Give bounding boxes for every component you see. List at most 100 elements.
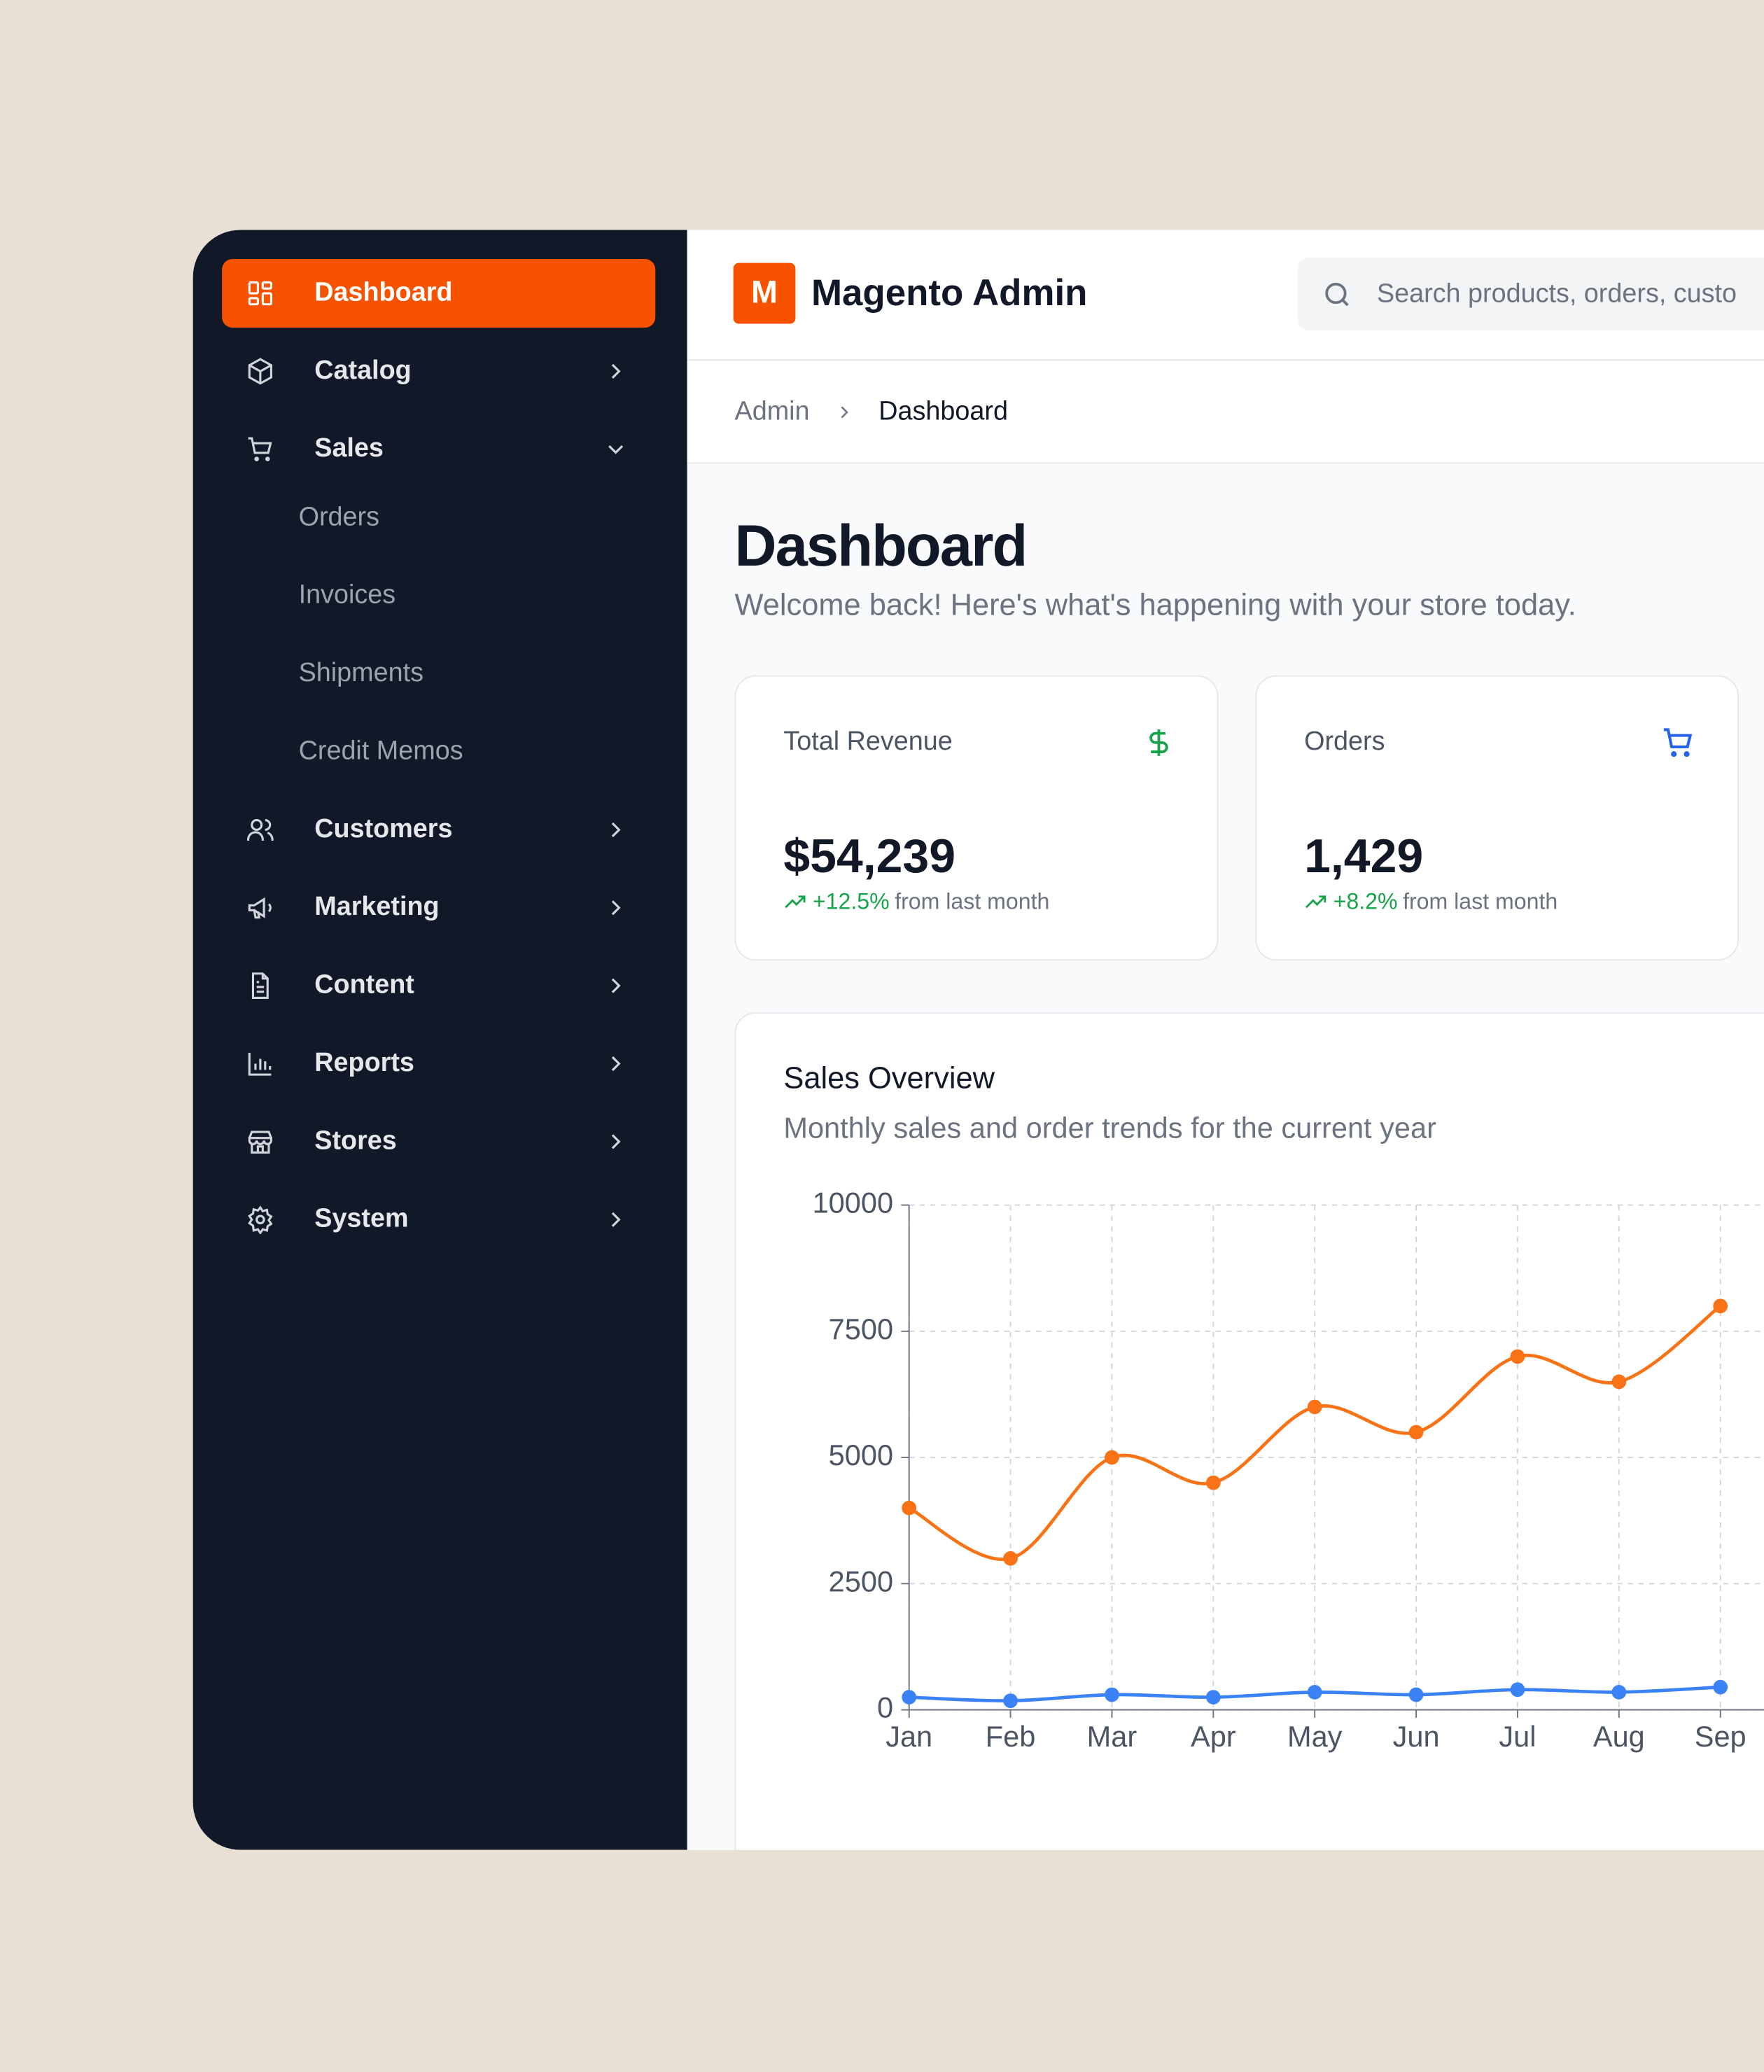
- data-point: [1307, 1684, 1322, 1700]
- change-note: from last month: [895, 889, 1050, 915]
- nav-label: Stores: [314, 1126, 397, 1156]
- data-point: [1408, 1424, 1424, 1440]
- nav-chevron: [611, 978, 621, 993]
- nav-icon: [248, 897, 272, 919]
- line-chart: 0 2500 5000 7500 10000 Jan Feb Mar Apr May Jun Jul A…: [813, 1186, 1764, 1753]
- nav-label: Customers: [314, 814, 453, 844]
- data-point: [1510, 1682, 1525, 1698]
- x-tick-label: Jan: [886, 1720, 932, 1753]
- card-change: +8.2% from last month: [1304, 889, 1558, 916]
- y-tick-label: 10000: [813, 1186, 893, 1219]
- nav-icon: [248, 1052, 272, 1076]
- data-point: [1510, 1349, 1525, 1364]
- nav-label: Catalog: [314, 356, 412, 386]
- nav-icon: [248, 1130, 272, 1154]
- chart-subtitle: Monthly sales and order trends for the c…: [783, 1111, 1436, 1144]
- nav-label: Content: [314, 970, 414, 1000]
- nav-item[interactable]: Customers: [222, 795, 655, 864]
- sidebar: Dashboard Catalog Sales Orders Invoices Shipm…: [192, 230, 687, 1850]
- stat-card: Total Revenue $54,239 +12.5% from last mo…: [734, 675, 1219, 961]
- nav-icon: [248, 358, 272, 385]
- nav-chevron: [611, 1134, 621, 1149]
- nav-item[interactable]: Sales: [222, 415, 655, 484]
- main: M Magento Admin Search products, orders,…: [687, 230, 1764, 1850]
- breadcrumb-link[interactable]: Admin: [734, 397, 810, 426]
- x-tick-label: Apr: [1191, 1720, 1236, 1753]
- nav-subitem[interactable]: Credit Memos: [298, 736, 463, 766]
- card-value: $54,239: [783, 828, 956, 883]
- chart-card: Sales Overview Monthly sales and order t…: [734, 1011, 1764, 1850]
- nav-chevron: [611, 900, 621, 916]
- data-point: [1003, 1550, 1018, 1566]
- data-point: [1205, 1690, 1221, 1704]
- nav-subitem[interactable]: Orders: [298, 503, 379, 532]
- card-value: 1,429: [1304, 828, 1424, 883]
- card-change: +12.5% from last month: [783, 889, 1049, 916]
- nav-subitem[interactable]: Shipments: [298, 658, 424, 688]
- data-point: [1307, 1399, 1322, 1415]
- breadcrumb-separator: [841, 406, 848, 419]
- chart-title: Sales Overview: [783, 1060, 995, 1095]
- nav-label: System: [314, 1204, 409, 1234]
- change-value: +12.5%: [812, 889, 890, 915]
- x-tick-label: Aug: [1593, 1720, 1645, 1753]
- nav-icon: [251, 972, 269, 1000]
- trend-icon: [1305, 895, 1326, 909]
- top-bar: M Magento Admin Search products, orders,…: [687, 230, 1764, 361]
- card-label: Orders: [1304, 727, 1385, 757]
- page-title: Dashboard: [734, 514, 1028, 579]
- change-note: from last month: [1403, 889, 1558, 915]
- data-point: [902, 1500, 917, 1516]
- y-tick-label: 2500: [829, 1564, 893, 1597]
- nav-item[interactable]: Content: [222, 951, 655, 1020]
- dollar-icon: [1149, 729, 1168, 756]
- search-icon: [1325, 282, 1349, 307]
- app-title: Magento Admin: [811, 272, 1088, 314]
- stat-card: Orders 1,429 +8.2% from last month: [1255, 675, 1740, 961]
- data-point: [902, 1690, 917, 1704]
- page-subtitle: Welcome back! Here's what's happening wi…: [734, 587, 1576, 622]
- nav-item[interactable]: System: [222, 1185, 655, 1254]
- x-tick-label: Feb: [986, 1720, 1036, 1753]
- data-point: [1105, 1687, 1119, 1702]
- data-point: [1713, 1679, 1728, 1695]
- nav-item[interactable]: Marketing: [222, 874, 655, 942]
- nav-label: Marketing: [314, 892, 440, 922]
- data-point: [1205, 1475, 1221, 1490]
- y-tick-label: 7500: [829, 1312, 893, 1345]
- search-box[interactable]: Search products, orders, custo: [1297, 258, 1764, 330]
- x-tick-label: Mar: [1087, 1720, 1138, 1753]
- nav-label: Dashboard: [314, 278, 453, 307]
- cart-icon: [1663, 728, 1693, 757]
- y-tick-label: 0: [877, 1691, 893, 1724]
- x-tick-label: Jun: [1393, 1720, 1440, 1753]
- nav-label: Reports: [314, 1048, 414, 1078]
- trend-icon: [785, 895, 806, 909]
- nav-item[interactable]: Reports: [222, 1029, 655, 1098]
- breadcrumb-current: Dashboard: [878, 397, 1008, 426]
- nav-chevron: [611, 363, 621, 379]
- nav-icon: [248, 281, 272, 306]
- logo: M: [733, 262, 796, 324]
- data-point: [1611, 1374, 1627, 1390]
- nav-item[interactable]: Stores: [222, 1107, 655, 1176]
- data-point: [1408, 1687, 1424, 1702]
- change-value: +8.2%: [1333, 889, 1398, 915]
- nav-chevron: [611, 1212, 621, 1227]
- nav-chevron: [608, 444, 624, 454]
- nav-subitem[interactable]: Invoices: [298, 580, 396, 610]
- data-point: [1611, 1684, 1627, 1700]
- nav-item[interactable]: Dashboard: [222, 258, 656, 328]
- search-placeholder: Search products, orders, custo: [1376, 279, 1737, 308]
- card-label: Total Revenue: [783, 727, 953, 757]
- nav-item[interactable]: Catalog: [222, 337, 655, 405]
- x-tick-label: Sep: [1695, 1720, 1746, 1753]
- nav-icon: [247, 819, 274, 841]
- y-tick-label: 5000: [829, 1438, 893, 1471]
- nav-icon: [248, 437, 272, 461]
- app-window: Dashboard Catalog Sales Orders Invoices Shipm…: [192, 230, 1764, 1850]
- data-point: [1105, 1450, 1119, 1465]
- nav-chevron: [611, 1056, 621, 1072]
